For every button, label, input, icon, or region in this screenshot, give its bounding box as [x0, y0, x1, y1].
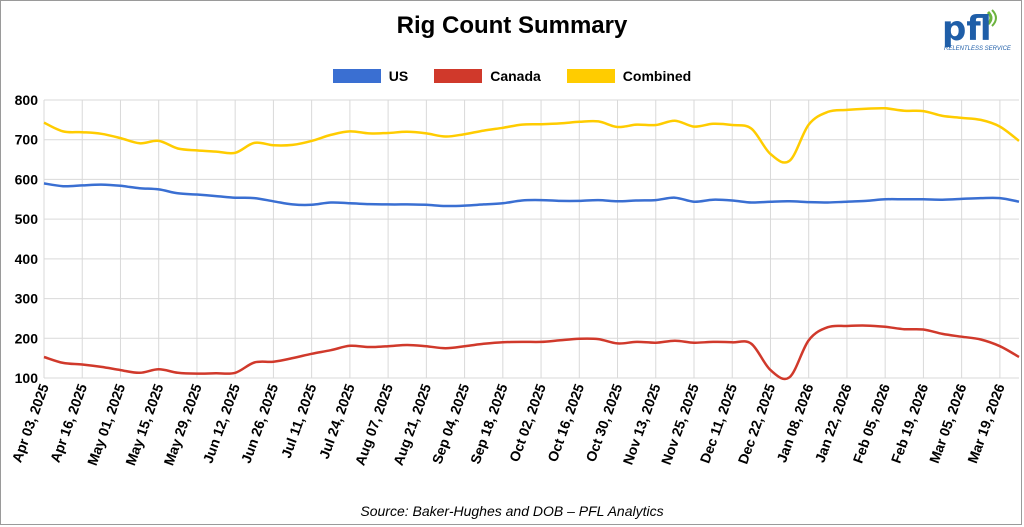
- x-tick-label: May 15, 2025: [122, 381, 166, 467]
- pfl-logo-graphic: pfl RELENTLESS SERVICE: [942, 9, 1012, 52]
- x-tick-label: Apr 03, 2025: [9, 381, 52, 464]
- series-line-canada: [43, 324, 1020, 381]
- x-tick-label: Sep 18, 2025: [467, 381, 511, 466]
- y-tick-label: 600: [15, 171, 39, 187]
- y-tick-label: 100: [15, 370, 39, 386]
- x-tick-label: Mar 05, 2026: [926, 381, 970, 465]
- legend-item-canada[interactable]: Canada: [434, 68, 541, 84]
- legend-label-us: US: [388, 68, 409, 84]
- y-tick-label: 300: [15, 291, 39, 307]
- legend-label-combined: Combined: [622, 68, 692, 84]
- legend-swatch-canada: [434, 69, 483, 83]
- x-tick-label: Aug 07, 2025: [352, 381, 396, 467]
- x-tick-label: May 01, 2025: [84, 381, 128, 467]
- legend-swatch-us: [332, 69, 381, 83]
- x-tick-label: Oct 30, 2025: [582, 381, 625, 463]
- x-tick-label: Jul 24, 2025: [316, 381, 358, 461]
- y-tick-label: 400: [15, 251, 39, 267]
- series-lines: [43, 106, 1020, 381]
- x-tick-label: Oct 16, 2025: [544, 381, 587, 463]
- x-tick-label: Feb 05, 2026: [849, 381, 893, 465]
- legend-label-canada: Canada: [490, 68, 541, 84]
- legend-item-us[interactable]: US: [332, 68, 409, 84]
- x-tick-label: Oct 02, 2025: [506, 381, 549, 463]
- x-tick-label: Nov 25, 2025: [658, 381, 702, 466]
- x-tick-label: Jun 12, 2025: [199, 381, 243, 465]
- x-tick-label: Jan 08, 2026: [773, 381, 816, 464]
- svg-text:RELENTLESS SERVICE: RELENTLESS SERVICE: [944, 46, 1012, 52]
- y-tick-label: 700: [15, 132, 39, 148]
- x-tick-label: May 29, 2025: [160, 381, 204, 467]
- x-tick-label: Apr 16, 2025: [47, 381, 90, 464]
- x-tick-label: Nov 13, 2025: [620, 381, 664, 466]
- source-note: Source: Baker-Hughes and DOB – PFL Analy…: [360, 503, 664, 519]
- legend-swatch-combined: [566, 69, 615, 83]
- pfl-logo: pfl RELENTLESS SERVICE: [936, 8, 1020, 54]
- chart-legend: US Canada Combined: [0, 68, 1024, 84]
- chart-title: Rig Count Summary: [396, 12, 628, 39]
- x-tick-label: Dec 22, 2025: [734, 381, 778, 466]
- legend-item-combined[interactable]: Combined: [566, 68, 692, 84]
- svg-text:pfl: pfl: [942, 9, 992, 49]
- x-tick-label: Dec 11, 2025: [697, 381, 741, 465]
- series-line-combined: [43, 106, 1020, 164]
- y-axis: 100 200 300 400 500 600 700 800: [15, 92, 39, 386]
- x-tick-label: Sep 04, 2025: [429, 381, 473, 466]
- y-tick-label: 500: [15, 211, 39, 227]
- x-tick-label: Mar 19, 2026: [964, 381, 1008, 465]
- x-tick-label: Jun 26, 2025: [238, 381, 282, 465]
- gridlines: [43, 99, 1019, 379]
- series-line-us: [43, 182, 1020, 208]
- x-tick-label: Jul 11, 2025: [278, 381, 320, 460]
- y-tick-label: 800: [15, 92, 39, 108]
- x-tick-label: Aug 21, 2025: [390, 381, 434, 467]
- x-tick-label: Jan 22, 2026: [812, 381, 855, 464]
- y-tick-label: 200: [15, 330, 39, 346]
- x-tick-label: Feb 19, 2026: [888, 381, 932, 465]
